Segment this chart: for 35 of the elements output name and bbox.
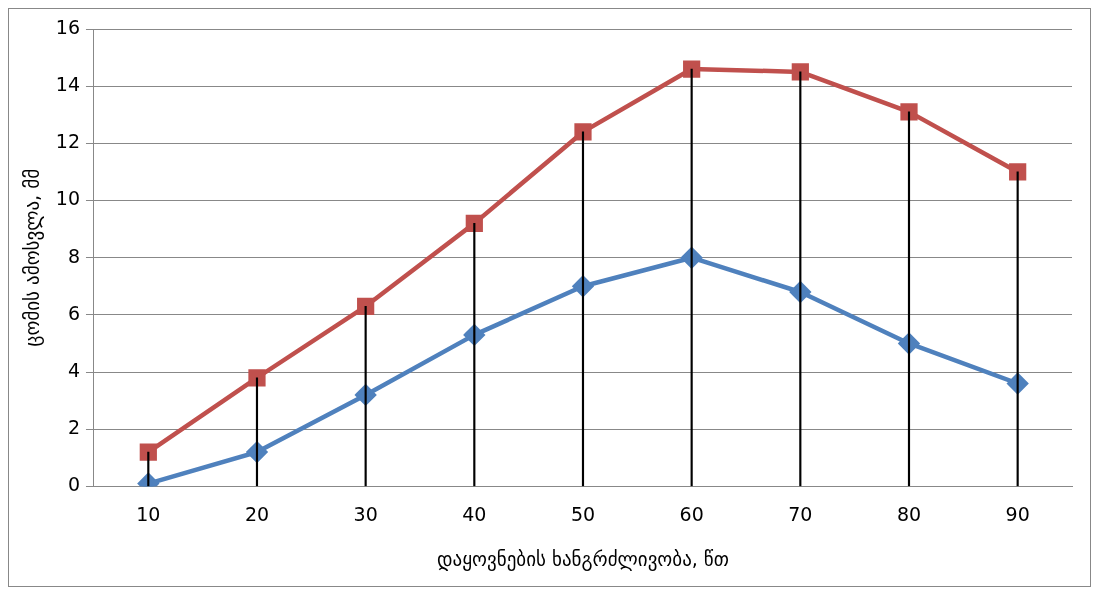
bar [799, 71, 802, 487]
x-tick-label: 30 [353, 502, 378, 525]
bar [1016, 171, 1019, 487]
x-tick-label: 60 [679, 502, 704, 525]
y-tick-label: 12 [55, 130, 80, 153]
x-tick-label: 50 [570, 502, 596, 525]
y-tick-label: 14 [55, 73, 80, 96]
y-tick-label: 10 [55, 187, 80, 210]
x-tick-label: 80 [896, 502, 922, 525]
bar [255, 377, 259, 487]
bar [364, 305, 367, 487]
x-tick-label: 40 [462, 502, 487, 525]
x-tick-label: 90 [1005, 502, 1030, 525]
bar [581, 131, 585, 487]
x-tick-label: 10 [136, 502, 161, 525]
bar [147, 451, 150, 487]
point [683, 60, 701, 78]
y-tick-label: 0 [67, 473, 80, 496]
bar [473, 223, 476, 487]
point [465, 214, 483, 233]
y-tick-label: 2 [67, 416, 80, 439]
bar [690, 68, 693, 487]
x-tick-label: 70 [788, 502, 813, 525]
x-axis-title: დაყოვნების ხანგრძლივობა, წთ [437, 547, 729, 571]
y-axis-title: ცომის ამოსვლა, მმ [21, 168, 45, 347]
y-tick-label: 8 [67, 244, 80, 267]
y-tick-label: 16 [55, 15, 80, 38]
point [1009, 163, 1027, 181]
point [791, 63, 809, 81]
x-tick-label: 20 [244, 502, 270, 525]
point [357, 297, 375, 315]
bar [907, 111, 911, 487]
point [139, 443, 157, 461]
y-tick-label: 4 [67, 358, 80, 381]
y-tick-label: 6 [67, 301, 80, 324]
